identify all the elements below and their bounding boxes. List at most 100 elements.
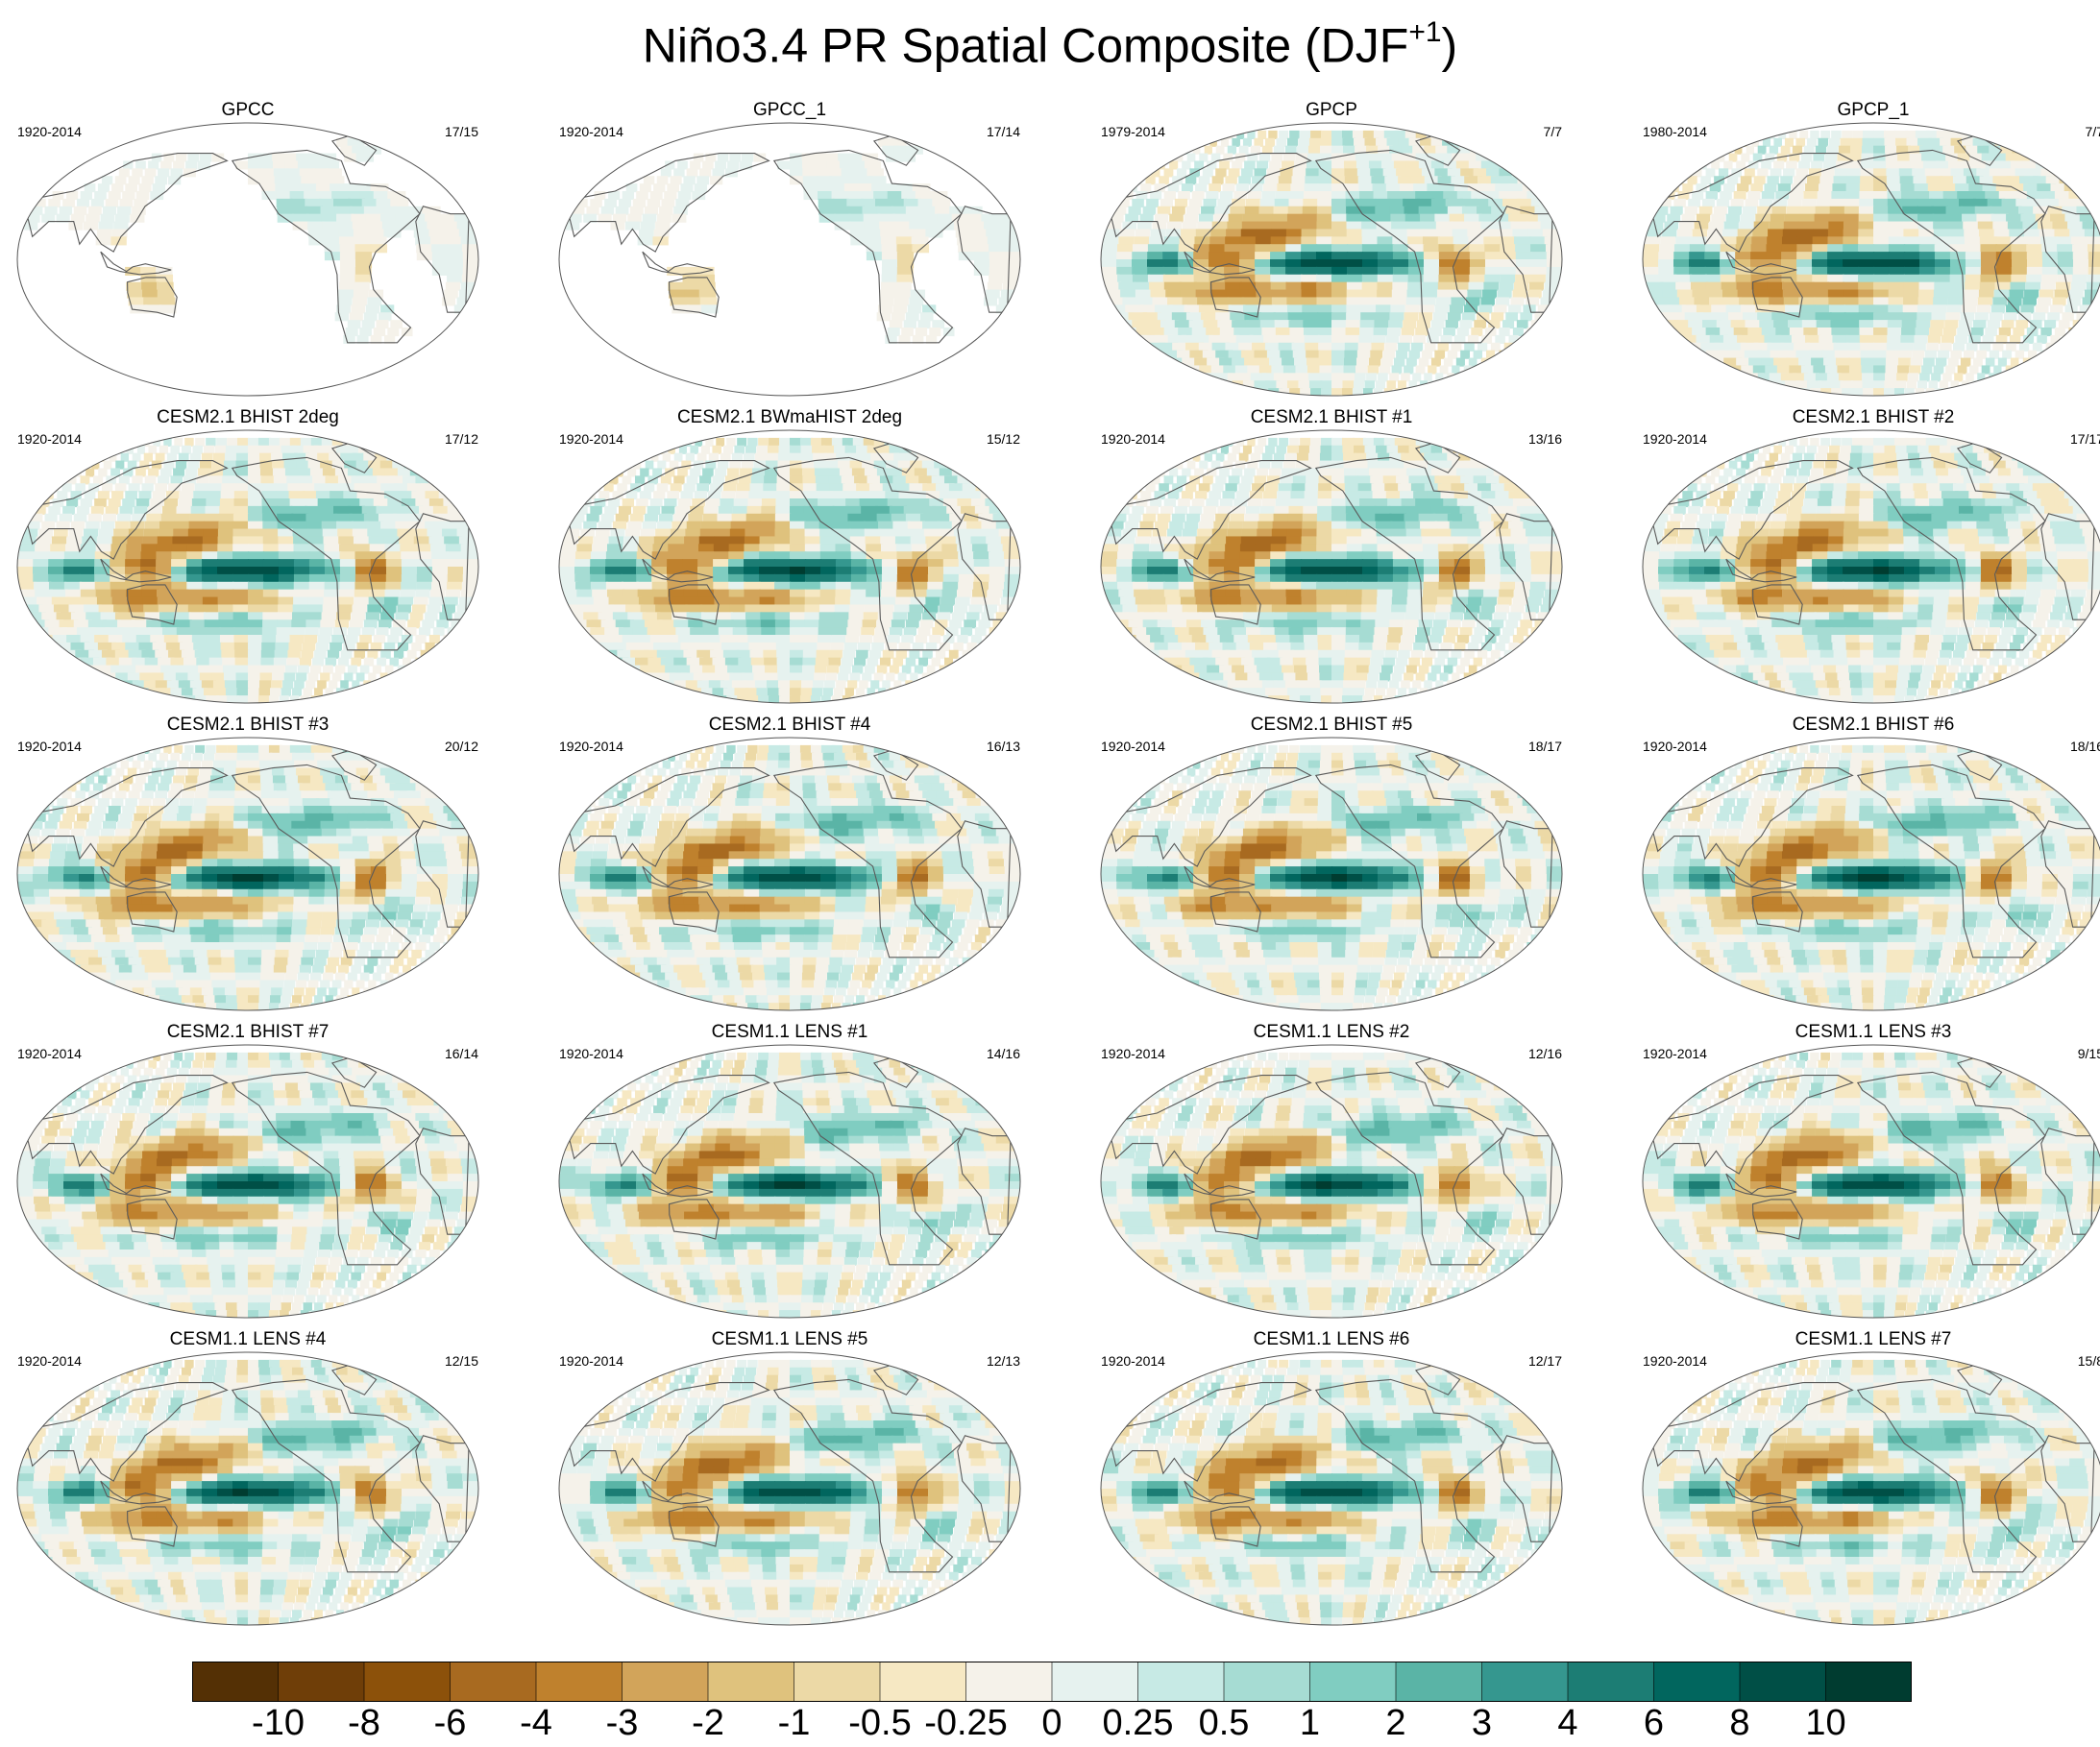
- map-cell: [431, 244, 449, 254]
- map-cell: [970, 498, 990, 508]
- map-cell: [1404, 213, 1423, 223]
- map-cell: [1116, 259, 1134, 269]
- map-cell: [746, 505, 762, 515]
- map-cell: [608, 498, 621, 508]
- map-cell: [2050, 183, 2070, 193]
- map-cell: [368, 289, 384, 299]
- map-cell: [1888, 236, 1906, 246]
- map-cell: [851, 665, 864, 674]
- map-cell: [1914, 334, 1928, 344]
- map-cell: [803, 191, 819, 201]
- map-cell: [278, 596, 294, 606]
- map-cell: [98, 665, 117, 674]
- map-cell: [92, 657, 112, 667]
- map-cell: [1289, 130, 1300, 139]
- map-cell: [868, 649, 882, 659]
- map-cell: [2040, 191, 2061, 201]
- map-cell: [1828, 221, 1844, 231]
- map-cell: [951, 213, 970, 223]
- map-cell: [461, 551, 478, 561]
- map-cell: [290, 627, 305, 637]
- map-cell: [1198, 176, 1210, 185]
- map-cell: [814, 460, 829, 470]
- map-cell: [1471, 191, 1490, 201]
- coastline: [415, 206, 470, 313]
- map-cell: [923, 221, 942, 231]
- map-cell: [1491, 312, 1504, 322]
- map-cell: [846, 627, 861, 637]
- map-cell: [2003, 206, 2022, 215]
- map-cell: [385, 559, 403, 569]
- map-cell: [1342, 137, 1356, 147]
- map-cell: [111, 229, 128, 238]
- map-cell: [248, 672, 261, 682]
- map-cell: [411, 528, 430, 538]
- map-cell: [314, 176, 331, 185]
- map-cell: [175, 513, 190, 522]
- map-cell: [1426, 437, 1444, 447]
- map-cell: [1500, 274, 1516, 283]
- map-cell: [356, 491, 375, 500]
- map-cell: [710, 649, 727, 659]
- map-cell: [815, 657, 829, 667]
- map-cell: [171, 581, 188, 591]
- map-cell: [600, 619, 621, 629]
- map-cell: [415, 475, 435, 485]
- map-cell: [1736, 357, 1754, 367]
- map-cell: [1280, 350, 1296, 359]
- map-cell: [1730, 198, 1745, 207]
- map-cell: [1464, 445, 1483, 454]
- map-cell: [1405, 160, 1424, 170]
- map-cell: [652, 468, 663, 477]
- map-cell: [1457, 388, 1463, 396]
- map-cell: [1151, 153, 1159, 162]
- map-cell: [288, 491, 305, 500]
- map-cell: [1346, 221, 1363, 231]
- map-cell: [1899, 176, 1916, 185]
- map-cell: [767, 445, 780, 454]
- map-cell: [142, 536, 159, 546]
- map-cell: [1355, 357, 1369, 367]
- map-cell: [1194, 130, 1201, 139]
- map-cell: [1714, 342, 1733, 352]
- map-cell: [50, 544, 66, 553]
- map-cell: [1232, 198, 1246, 207]
- map-cell: [363, 206, 382, 215]
- map-cell: [834, 213, 851, 223]
- map-cell: [363, 452, 381, 462]
- map-cell: [126, 281, 144, 291]
- map-cell: [218, 513, 234, 522]
- map-cell: [373, 328, 386, 337]
- map-cell: [1382, 168, 1400, 178]
- map-cell: [849, 604, 865, 614]
- map-cell: [957, 475, 977, 485]
- map-cell: [155, 680, 172, 690]
- map-cell: [893, 452, 912, 462]
- map-cell: [214, 688, 229, 697]
- map-cell: [339, 281, 355, 291]
- map-cell: [1302, 206, 1318, 215]
- map-cell: [2009, 183, 2029, 193]
- map-cell: [447, 573, 464, 583]
- map-cell: [1316, 274, 1333, 283]
- map-cell: [1505, 468, 1526, 477]
- map-cell: [1403, 320, 1417, 329]
- map-cell: [381, 604, 397, 614]
- map-cell: [818, 627, 833, 637]
- map-cell: [1282, 357, 1297, 367]
- map-cell: [125, 266, 142, 276]
- map-cell: [1346, 252, 1364, 261]
- map-cell: [1236, 437, 1245, 447]
- map-cell: [2013, 191, 2032, 201]
- map-cell: [1316, 289, 1333, 299]
- map-cell: [898, 334, 911, 344]
- map-cell: [605, 567, 623, 576]
- map-cell: [1331, 252, 1349, 261]
- map-border: [16, 429, 479, 704]
- map-cell: [936, 649, 946, 659]
- map-cell: [353, 437, 371, 447]
- map-cell: [185, 160, 198, 170]
- map-cell: [232, 589, 250, 598]
- map-cell: [1134, 236, 1150, 246]
- map-cell: [1162, 153, 1171, 162]
